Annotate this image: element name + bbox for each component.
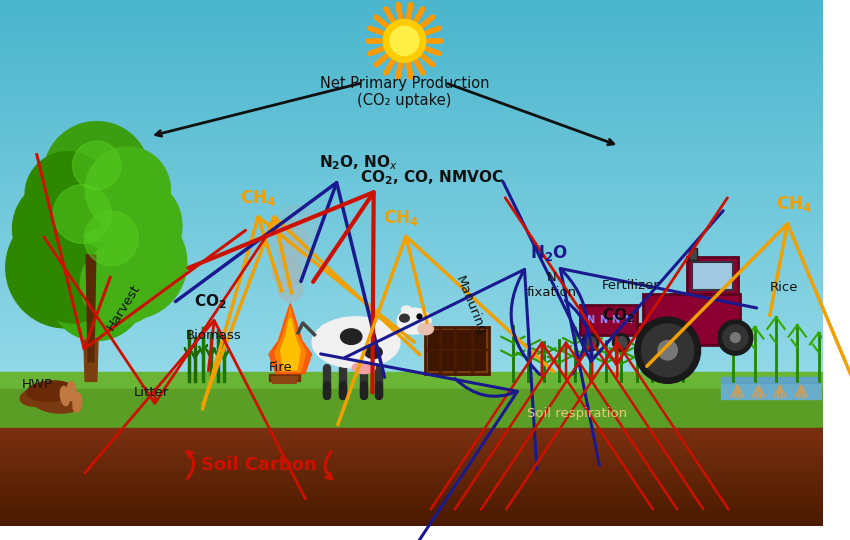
Circle shape bbox=[278, 276, 303, 302]
Text: HWP: HWP bbox=[21, 378, 53, 391]
Ellipse shape bbox=[33, 393, 79, 413]
Circle shape bbox=[6, 207, 126, 328]
Polygon shape bbox=[269, 374, 300, 381]
Circle shape bbox=[21, 167, 173, 319]
Text: Soil respiration: Soil respiration bbox=[527, 407, 626, 420]
Circle shape bbox=[271, 222, 308, 259]
Ellipse shape bbox=[67, 381, 76, 401]
Text: N: N bbox=[611, 315, 620, 325]
Text: $\mathbf{CO_2}$: $\mathbf{CO_2}$ bbox=[194, 293, 226, 312]
Circle shape bbox=[279, 240, 312, 273]
Ellipse shape bbox=[60, 386, 70, 406]
Circle shape bbox=[272, 258, 301, 287]
Polygon shape bbox=[721, 376, 823, 399]
Polygon shape bbox=[393, 325, 412, 338]
Ellipse shape bbox=[352, 362, 376, 374]
Text: $\mathbf{CO_2}$, CO, NMVOC: $\mathbf{CO_2}$, CO, NMVOC bbox=[360, 168, 503, 187]
Text: Litter: Litter bbox=[133, 386, 169, 399]
Ellipse shape bbox=[400, 314, 410, 322]
Circle shape bbox=[43, 122, 150, 228]
FancyBboxPatch shape bbox=[687, 256, 738, 294]
Ellipse shape bbox=[365, 346, 382, 359]
Circle shape bbox=[80, 243, 162, 325]
Circle shape bbox=[26, 152, 110, 238]
Ellipse shape bbox=[20, 386, 66, 406]
FancyBboxPatch shape bbox=[426, 327, 489, 374]
Text: N: N bbox=[599, 315, 607, 325]
Circle shape bbox=[72, 141, 121, 190]
Text: N: N bbox=[624, 315, 632, 325]
Text: $\mathbf{CH_4}$: $\mathbf{CH_4}$ bbox=[776, 194, 812, 214]
Text: $\mathbf{N_2O}$, NO$_x$: $\mathbf{N_2O}$, NO$_x$ bbox=[320, 153, 399, 172]
Text: Fertilizer: Fertilizer bbox=[602, 279, 660, 292]
Circle shape bbox=[581, 334, 599, 351]
FancyBboxPatch shape bbox=[688, 248, 697, 260]
Circle shape bbox=[54, 185, 111, 243]
Polygon shape bbox=[271, 376, 298, 383]
FancyBboxPatch shape bbox=[428, 329, 486, 371]
Circle shape bbox=[84, 211, 139, 266]
Ellipse shape bbox=[418, 323, 434, 335]
Circle shape bbox=[13, 178, 113, 279]
Text: $\mathbf{CH_4}$: $\mathbf{CH_4}$ bbox=[383, 208, 419, 228]
Circle shape bbox=[658, 341, 677, 360]
Circle shape bbox=[613, 334, 630, 351]
Polygon shape bbox=[721, 376, 823, 383]
Circle shape bbox=[615, 336, 627, 348]
Circle shape bbox=[85, 177, 182, 274]
Circle shape bbox=[48, 243, 145, 341]
Text: Rice: Rice bbox=[770, 281, 799, 294]
Text: Net Primary Production
(CO₂ uptake): Net Primary Production (CO₂ uptake) bbox=[320, 76, 490, 109]
Circle shape bbox=[642, 324, 694, 376]
Ellipse shape bbox=[27, 381, 73, 401]
Ellipse shape bbox=[73, 393, 82, 413]
Circle shape bbox=[85, 147, 170, 233]
Text: Biomass: Biomass bbox=[186, 329, 241, 342]
Circle shape bbox=[383, 19, 426, 62]
Text: Soil Carbon: Soil Carbon bbox=[201, 456, 317, 474]
Circle shape bbox=[635, 317, 700, 383]
Text: N: N bbox=[586, 315, 594, 325]
Text: N
fixation: N fixation bbox=[526, 271, 576, 299]
FancyBboxPatch shape bbox=[643, 294, 740, 345]
Text: $\mathbf{CO_2}$: $\mathbf{CO_2}$ bbox=[602, 306, 635, 325]
Polygon shape bbox=[82, 255, 100, 381]
Ellipse shape bbox=[313, 317, 400, 368]
FancyBboxPatch shape bbox=[692, 262, 733, 290]
Text: Fire: Fire bbox=[269, 361, 292, 374]
Circle shape bbox=[585, 336, 596, 348]
Circle shape bbox=[730, 333, 740, 342]
Ellipse shape bbox=[401, 306, 411, 313]
Circle shape bbox=[390, 26, 419, 56]
Text: $\mathbf{N_2O}$: $\mathbf{N_2O}$ bbox=[530, 242, 569, 262]
Circle shape bbox=[32, 241, 113, 323]
FancyBboxPatch shape bbox=[581, 305, 637, 335]
Circle shape bbox=[722, 325, 748, 350]
Circle shape bbox=[75, 206, 187, 319]
Ellipse shape bbox=[398, 308, 431, 334]
Circle shape bbox=[277, 205, 317, 246]
Text: Manuring: Manuring bbox=[453, 274, 489, 338]
Circle shape bbox=[718, 320, 753, 355]
Text: Harvest: Harvest bbox=[105, 282, 143, 333]
Ellipse shape bbox=[341, 329, 362, 345]
Polygon shape bbox=[86, 255, 96, 362]
Polygon shape bbox=[275, 307, 306, 372]
Text: $\mathbf{CH_4}$: $\mathbf{CH_4}$ bbox=[240, 188, 275, 208]
Circle shape bbox=[34, 141, 160, 267]
Polygon shape bbox=[280, 319, 300, 370]
Polygon shape bbox=[269, 303, 312, 374]
